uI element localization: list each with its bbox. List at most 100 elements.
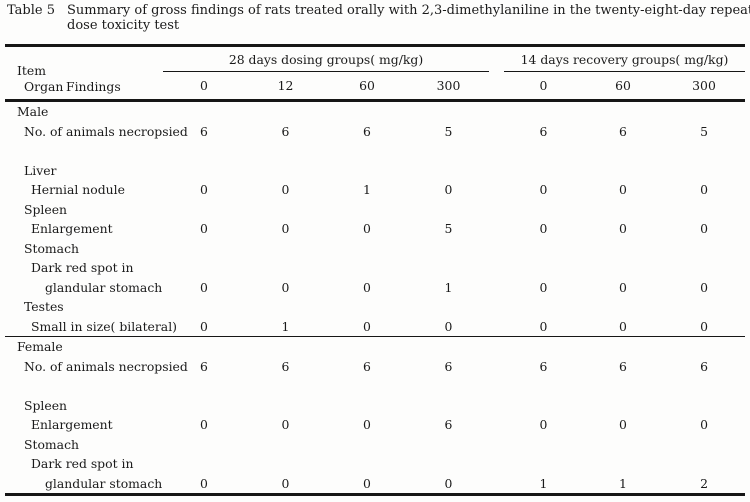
table-caption-line-2: dose toxicity test xyxy=(67,18,180,33)
group-gap-cell xyxy=(489,474,504,495)
count-cell xyxy=(245,396,326,416)
row-label: glandular stomach xyxy=(45,475,163,491)
count-cell xyxy=(583,376,663,396)
count-cell: 0 xyxy=(281,221,290,236)
recovery-column-header-300: 300 xyxy=(663,71,746,102)
row-label: Spleen xyxy=(24,397,68,413)
count-cell: 6 xyxy=(444,358,453,374)
group-gap-cell xyxy=(489,316,504,337)
table-number: Table 5 xyxy=(7,3,55,18)
count-cell: 0 xyxy=(281,279,290,295)
count-cell: 5 xyxy=(444,221,453,236)
row-label: Enlargement xyxy=(31,417,113,432)
recovery-column-header-0: 0 xyxy=(504,71,583,102)
count-cell: 6 xyxy=(200,358,208,374)
row-label: Small in size( bilateral) xyxy=(5,316,177,337)
count-cell xyxy=(408,200,489,220)
table-row: Hernial nodule 0 0 1 0 0 0 0 xyxy=(5,180,745,200)
group-header-row: Item Organ Findings 28 days dosing group… xyxy=(5,45,746,102)
dose-column-header-60: 60 xyxy=(326,71,408,102)
group-gap-cell xyxy=(489,454,504,474)
group-gap-cell xyxy=(489,376,504,396)
count-cell xyxy=(504,258,583,278)
dose-header-row: 0 12 60 300 0 60 300 xyxy=(5,71,746,102)
count-cell xyxy=(663,141,745,161)
row-label: Male xyxy=(17,104,49,119)
count-cell xyxy=(163,161,245,181)
count-cell xyxy=(163,454,245,474)
group-gap-cell xyxy=(489,297,504,317)
count-cell xyxy=(326,258,408,278)
count-cell: 0 xyxy=(200,279,208,295)
group-gap-cell xyxy=(489,141,504,161)
table-row: Enlargement 0 0 0 5 0 0 0 xyxy=(5,219,745,239)
row-label: Dark red spot in xyxy=(31,456,134,471)
count-cell xyxy=(504,141,583,161)
count-cell xyxy=(245,161,326,181)
row-label: Stomach xyxy=(24,240,79,256)
row-label: Enlargement xyxy=(31,221,113,236)
count-cell xyxy=(245,258,326,278)
count-cell: 1 xyxy=(619,475,627,491)
count-cell xyxy=(163,200,245,220)
count-cell: 0 xyxy=(200,417,208,432)
findings-header-label: Findings xyxy=(66,79,121,94)
count-cell: 1 xyxy=(363,182,371,197)
table-row: Liver xyxy=(5,161,745,181)
count-cell xyxy=(663,396,745,416)
count-cell xyxy=(163,376,245,396)
count-cell: 0 xyxy=(539,417,548,432)
count-cell xyxy=(583,101,663,122)
count-cell xyxy=(583,337,663,357)
count-cell: 6 xyxy=(200,123,208,139)
count-cell xyxy=(583,258,663,278)
count-cell xyxy=(245,376,326,396)
count-cell xyxy=(408,239,489,259)
table-row: Stomach xyxy=(5,435,745,455)
count-cell xyxy=(408,454,489,474)
group-gap-cell xyxy=(489,435,504,455)
count-cell: 0 xyxy=(700,221,708,236)
count-cell xyxy=(326,376,408,396)
group-gap-cell xyxy=(489,258,504,278)
count-cell: 0 xyxy=(281,417,290,432)
dose-column-header-0: 0 xyxy=(163,71,245,102)
count-cell xyxy=(326,239,408,259)
row-label: glandular stomach xyxy=(45,279,163,295)
row-label: Spleen xyxy=(24,201,68,217)
table-caption-line-1: Summary of gross findings of rats treate… xyxy=(67,3,750,18)
count-cell: 0 xyxy=(281,475,290,491)
count-cell xyxy=(326,141,408,161)
table-title: Table 5 Summary of gross findings of rat… xyxy=(7,3,750,33)
count-cell: 0 xyxy=(700,417,708,432)
row-label xyxy=(5,141,163,161)
count-cell xyxy=(408,101,489,122)
dose-column-header-12: 12 xyxy=(245,71,326,102)
count-cell xyxy=(163,337,245,357)
count-cell: 6 xyxy=(363,358,371,374)
count-cell xyxy=(245,337,326,357)
group-gap-cell xyxy=(489,200,504,220)
recovery-column-header-60: 60 xyxy=(583,71,663,102)
group-gap-cell xyxy=(489,357,504,377)
group-gap-header xyxy=(489,45,504,102)
count-cell xyxy=(504,454,583,474)
count-cell xyxy=(326,435,408,455)
count-cell: 0 xyxy=(539,221,548,236)
count-cell: 0 xyxy=(619,279,627,295)
count-cell: 5 xyxy=(700,123,708,139)
count-cell: 0 xyxy=(163,316,245,337)
count-cell xyxy=(663,454,745,474)
table-row: Dark red spot in xyxy=(5,454,745,474)
count-cell xyxy=(408,141,489,161)
count-cell: 0 xyxy=(539,182,548,197)
count-cell xyxy=(163,258,245,278)
table-row: No. of animals necropsied 6 6 6 6 6 6 6 xyxy=(5,357,745,377)
count-cell xyxy=(583,297,663,317)
count-cell xyxy=(583,396,663,416)
group-gap-cell xyxy=(489,180,504,200)
group-gap-cell xyxy=(489,278,504,298)
count-cell xyxy=(163,141,245,161)
row-label: Dark red spot in xyxy=(31,260,134,275)
count-cell xyxy=(245,435,326,455)
